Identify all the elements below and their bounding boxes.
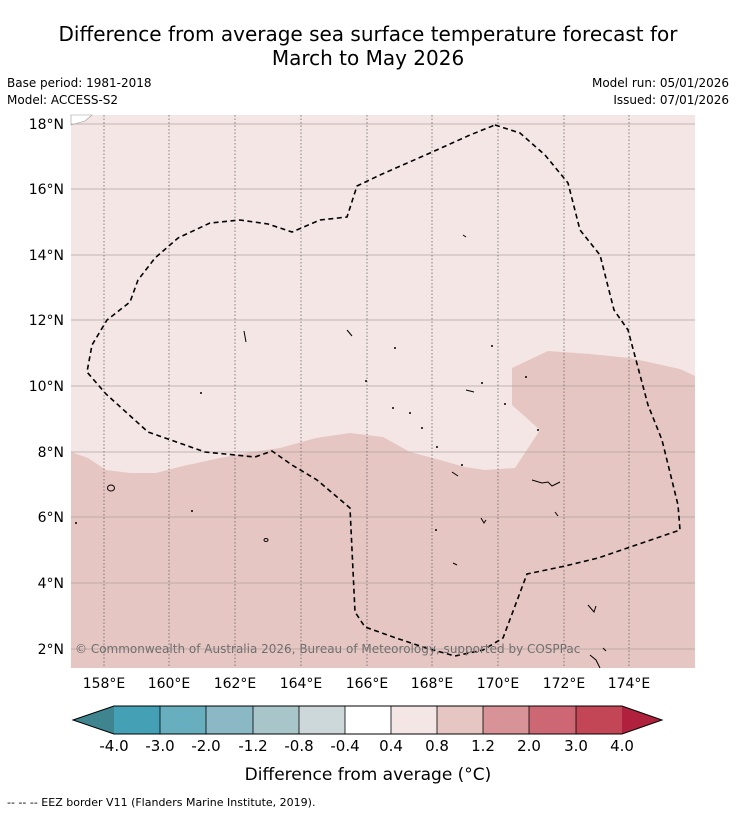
atoll: [462, 234, 467, 238]
longitude-gridlines: [103, 115, 630, 668]
atoll: [243, 330, 247, 343]
colorbar-low-extend: [73, 706, 114, 734]
colorbar-tick: -1.2: [238, 737, 267, 755]
eez-border: [86, 124, 681, 657]
lon-label: 158°E: [83, 676, 126, 692]
islet: [75, 522, 77, 524]
colorbar-segment: [437, 706, 483, 734]
anomaly-region-0-8-to-1-2: [71, 351, 695, 668]
islet: [435, 529, 437, 531]
colorbar-tick: 0.4: [379, 737, 403, 755]
colorbar-segment: [206, 706, 253, 734]
lon-label: 172°E: [543, 676, 586, 692]
colorbar-tick: 0.8: [425, 737, 449, 755]
atoll: [346, 329, 353, 337]
atoll: [602, 647, 607, 652]
meta-right: Model run: 05/01/2026 Issued: 07/01/2026: [592, 75, 729, 109]
colorbar-tick: 4.0: [610, 737, 634, 755]
lon-label: 160°E: [148, 676, 191, 692]
colorbar-segment: [483, 706, 529, 734]
colorbar-segment: [345, 706, 391, 734]
lat-label: 12°N: [29, 313, 64, 329]
colorbar-segment: [299, 706, 345, 734]
title-line-1: Difference from average sea surface temp…: [58, 22, 678, 46]
islet: [409, 412, 411, 414]
title-line-2: March to May 2026: [271, 46, 465, 70]
lat-label: 4°N: [38, 576, 64, 592]
lon-label: 170°E: [477, 676, 520, 692]
chart-title: Difference from average sea surface temp…: [0, 22, 736, 70]
lat-label: 18°N: [29, 117, 64, 133]
island: [107, 484, 115, 492]
lon-label: 174°E: [608, 676, 651, 692]
lat-label: 16°N: [29, 182, 64, 198]
atoll: [589, 654, 601, 669]
colorbar: [71, 705, 664, 735]
islet: [392, 407, 394, 409]
colorbar-high-extend: [622, 706, 662, 734]
islet: [191, 510, 193, 512]
map-area: [71, 115, 695, 668]
colorbar-outline: [71, 705, 664, 735]
lat-label: 6°N: [38, 510, 64, 526]
lon-label: 164°E: [280, 676, 323, 692]
colorbar-tick-labels: -4.0 -3.0 -2.0 -1.2 -0.8 -0.4 0.4 0.8 1.…: [99, 737, 634, 755]
map-credit: © Commonwealth of Australia 2026, Bureau…: [75, 642, 580, 656]
islands: [107, 234, 607, 669]
atoll: [452, 562, 458, 566]
colorbar-tick: -0.4: [330, 737, 359, 755]
longitude-labels: 158°E 160°E 162°E 164°E 166°E 168°E 170°…: [83, 676, 651, 692]
islet: [436, 446, 438, 448]
lon-label: 162°E: [214, 676, 257, 692]
footer-note: -- -- -- EEZ border V11 (Flanders Marine…: [7, 796, 316, 809]
islet: [491, 345, 493, 347]
islet: [461, 464, 463, 466]
atoll: [465, 389, 475, 393]
colorbar-segment: [529, 706, 576, 734]
islet: [537, 429, 539, 431]
model-name: Model: ACCESS-S2: [7, 93, 119, 107]
islet: [421, 427, 423, 429]
lat-label: 8°N: [38, 445, 64, 461]
lat-label: 14°N: [29, 248, 64, 264]
colorbar-tick: 3.0: [564, 737, 588, 755]
colorbar-tick: -4.0: [99, 737, 128, 755]
atoll: [587, 604, 597, 613]
islet: [481, 382, 483, 384]
lat-label: 2°N: [38, 642, 64, 658]
atoll: [554, 511, 559, 517]
latitude-labels: 18°N 16°N 14°N 12°N 10°N 8°N 6°N 4°N 2°N: [29, 117, 64, 658]
meta-left: Base period: 1981-2018 Model: ACCESS-S2: [7, 75, 152, 109]
colorbar-segment: [576, 706, 622, 734]
atoll: [480, 517, 487, 524]
colorbar-label: Difference from average (°C): [245, 765, 492, 785]
lon-label: 166°E: [346, 676, 389, 692]
lon-label: 168°E: [411, 676, 454, 692]
coast-feature: [70, 114, 93, 126]
latitude-gridlines: [71, 123, 695, 650]
atoll: [451, 471, 459, 477]
colorbar-segment: [160, 706, 206, 734]
island: [263, 538, 269, 542]
islet: [200, 392, 202, 394]
lat-label: 10°N: [29, 379, 64, 395]
colorbar-segment: [253, 706, 299, 734]
colorbar-tick: -0.8: [284, 737, 313, 755]
colorbar-segment: [114, 706, 160, 734]
colorbar-tick: -2.0: [191, 737, 220, 755]
colorbar-tick: 1.2: [471, 737, 495, 755]
issued-date: Issued: 07/01/2026: [613, 93, 729, 107]
colorbar-tick: 2.0: [517, 737, 541, 755]
colorbar-tick: -3.0: [145, 737, 174, 755]
model-run: Model run: 05/01/2026: [591, 76, 729, 90]
islet: [504, 403, 506, 405]
base-period: Base period: 1981-2018: [7, 76, 152, 90]
islet: [525, 376, 527, 378]
small-islets: [75, 345, 539, 531]
colorbar-segment: [391, 706, 437, 734]
atoll: [531, 479, 561, 487]
islet: [394, 347, 396, 349]
islet: [365, 380, 367, 382]
